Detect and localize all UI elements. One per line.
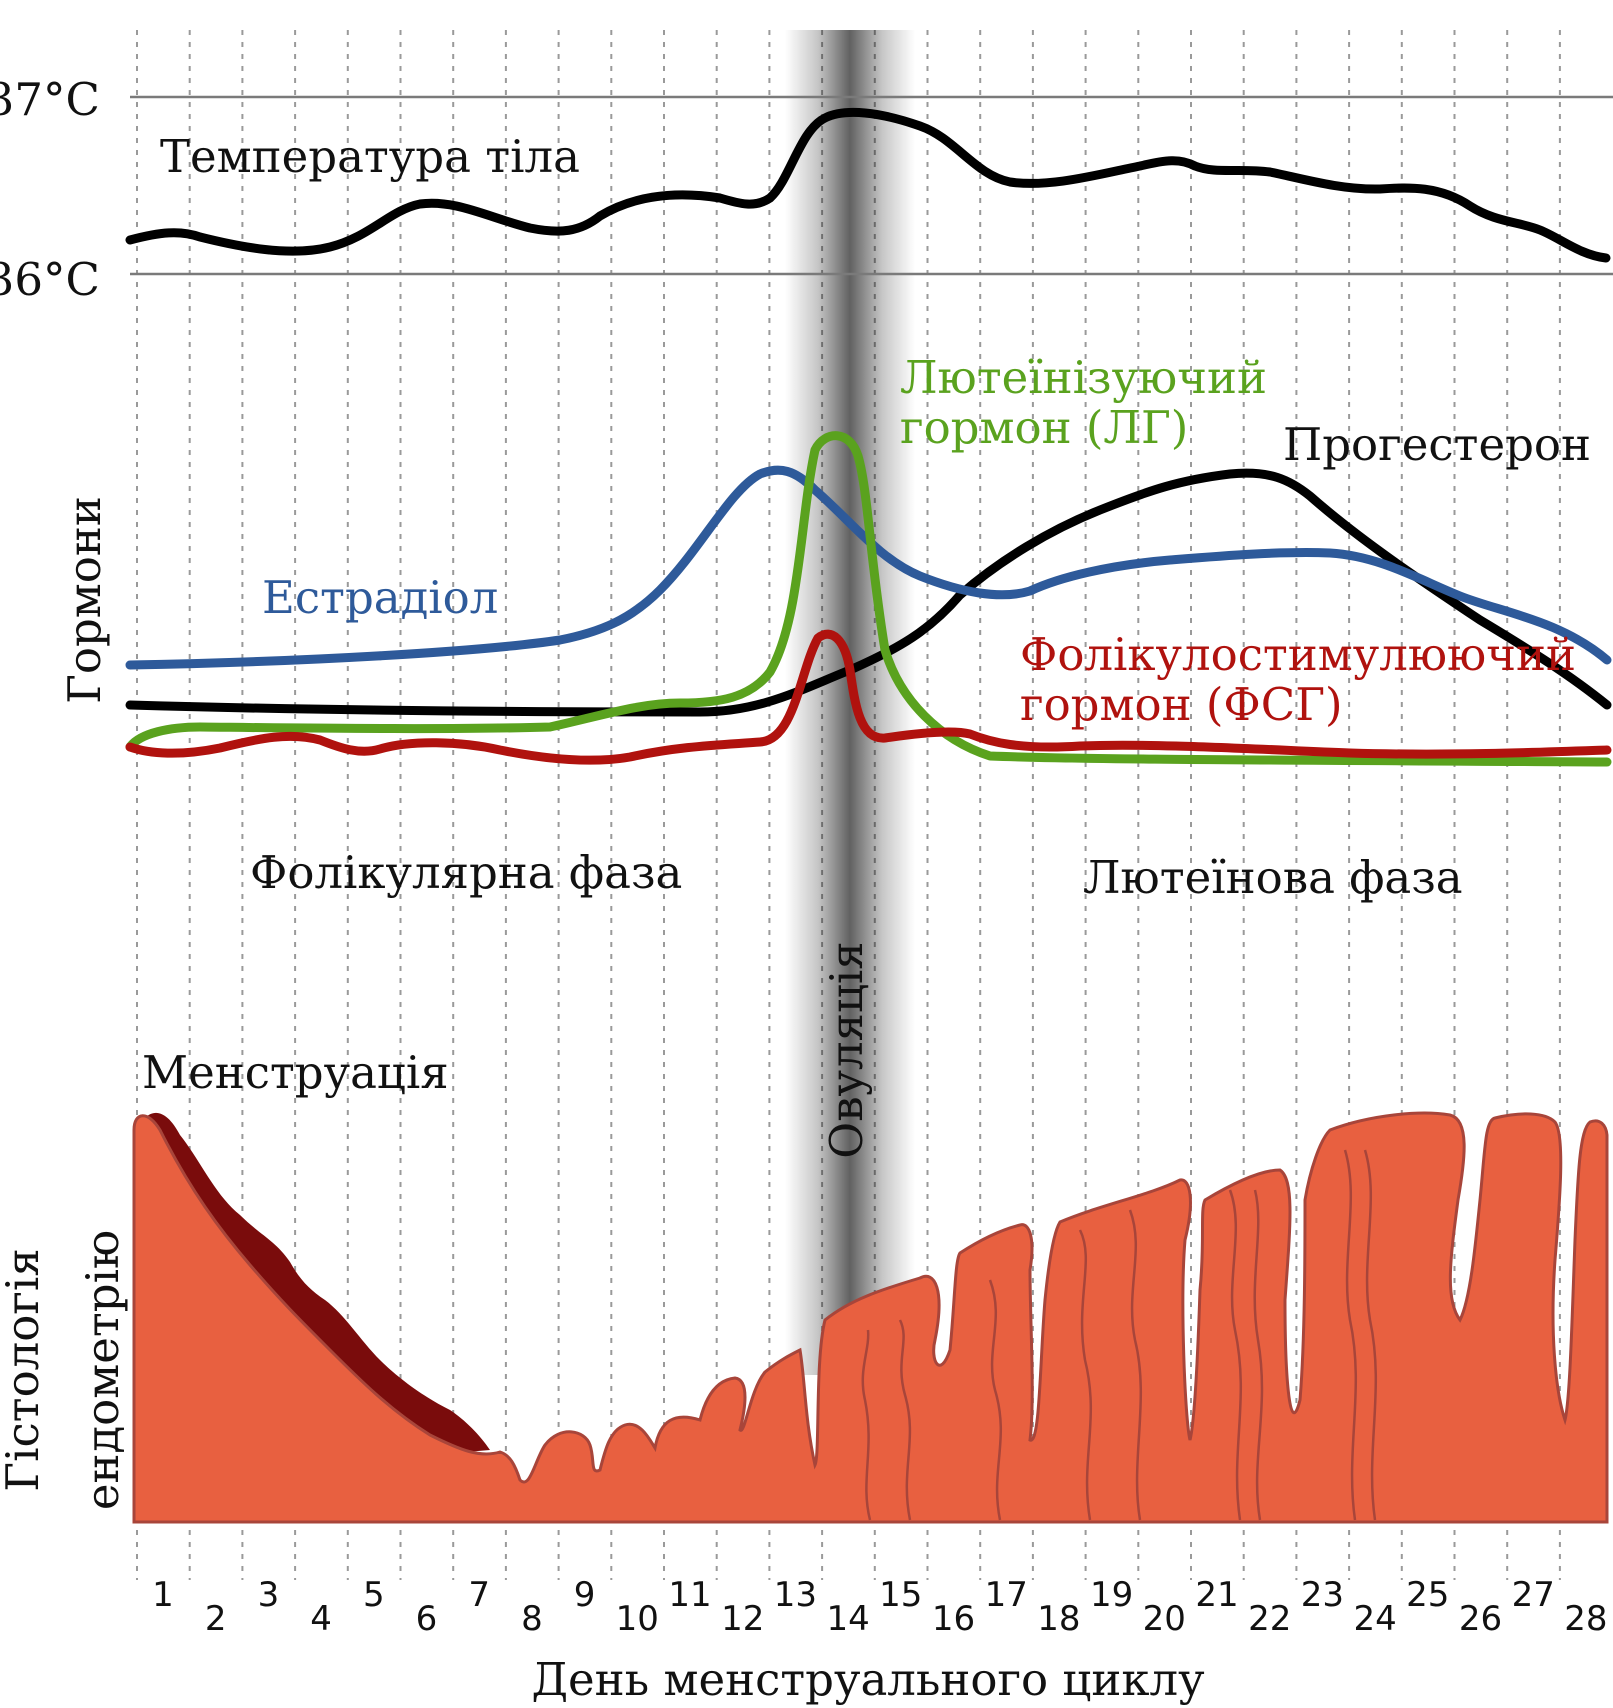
day-tick-label: 1 [152,1575,174,1615]
day-tick-label: 24 [1353,1599,1396,1639]
temp-36-label: 36°C [0,253,100,306]
temperature-title: Температура тіла [160,130,580,183]
estradiol-label: Естрадіол [262,571,498,624]
menstruation-label: Менструація [142,1046,449,1099]
ovulation-band [785,30,915,1375]
lh-curve [125,431,1612,767]
endometrium-illustration [132,1111,1609,1524]
x-axis-title: День менструального циклу [531,1653,1204,1706]
day-tick-label: 13 [774,1575,817,1615]
day-tick-label: 27 [1512,1575,1555,1615]
day-tick-label: 17 [985,1575,1028,1615]
day-tick-label: 15 [879,1575,922,1615]
endometrium-label-line1: Гістологія [0,1248,49,1491]
day-tick-label: 12 [721,1599,764,1639]
temperature-curve [125,107,1611,263]
day-tick-label: 11 [668,1575,711,1615]
lh-label-line2: гормон (ЛГ) [900,401,1188,454]
day-tick-label: 25 [1406,1575,1449,1615]
ovulation-label: Овуляція [820,941,873,1158]
day-tick-labels: 1234567891011121314151617181920212223242… [152,1575,1607,1639]
day-tick-label: 14 [826,1599,869,1639]
day-tick-label: 18 [1037,1599,1080,1639]
day-tick-label: 26 [1459,1599,1502,1639]
day-tick-label: 19 [1090,1575,1133,1615]
temp-37-label: 37°C [0,73,100,126]
endometrium-gland [861,1149,1378,1521]
day-tick-label: 4 [310,1599,332,1639]
day-tick-label: 21 [1195,1575,1238,1615]
day-tick-label: 22 [1248,1599,1291,1639]
day-tick-label: 28 [1564,1599,1607,1639]
day-tick-label: 16 [932,1599,975,1639]
day-tick-label: 23 [1301,1575,1344,1615]
menstrual-blood [145,1112,490,1455]
lh-label-line1: Лютеїнізуючий [900,351,1267,404]
day-tick-label: 5 [363,1575,385,1615]
day-tick-label: 7 [468,1575,490,1615]
day-tick-label: 8 [521,1599,543,1639]
follicular-phase-label: Фолікулярна фаза [250,846,682,899]
endometrium-label-line2: ендометрію [76,1230,129,1510]
day-tick-label: 3 [258,1575,280,1615]
day-tick-label: 9 [574,1575,596,1615]
day-tick-label: 20 [1143,1599,1186,1639]
hormones-axis-label: Гормони [58,496,111,704]
day-tick-label: 2 [205,1599,227,1639]
fsh-label-line1: Фолікулостимулюючий [1020,628,1576,681]
luteal-phase-label: Лютеїнова фаза [1083,851,1463,904]
fsh-curve [125,629,1612,765]
estradiol-curve [125,465,1612,670]
fsh-label-line2: гормон (ФСГ) [1020,678,1343,731]
day-tick-label: 6 [416,1599,438,1639]
progesterone-label: Прогестерон [1283,418,1591,471]
day-tick-label: 10 [616,1599,659,1639]
